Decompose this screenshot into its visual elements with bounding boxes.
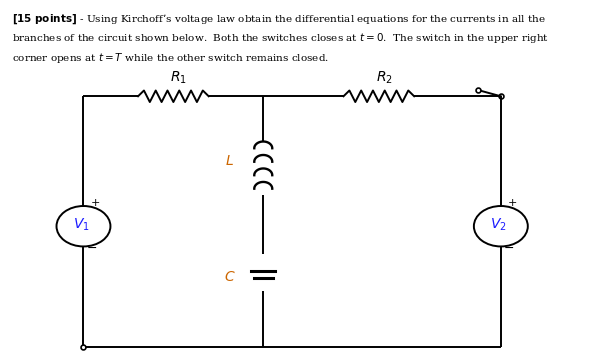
Text: $\mathbf{[15\ points]}$ - Using Kirchoff’s voltage law obtain the differential e: $\mathbf{[15\ points]}$ - Using Kirchoff… — [12, 12, 545, 26]
Text: branches of the circuit shown below.  Both the switches closes at $t = 0$.  The : branches of the circuit shown below. Bot… — [12, 31, 548, 45]
Text: $R_2$: $R_2$ — [376, 69, 392, 86]
Text: $L$: $L$ — [226, 154, 234, 168]
Text: $V_2$: $V_2$ — [490, 216, 507, 232]
Text: $R_1$: $R_1$ — [170, 69, 187, 86]
Text: $V_1$: $V_1$ — [73, 216, 89, 232]
Text: +: + — [90, 199, 99, 208]
Text: corner opens at $t = T$ while the other switch remains closed.: corner opens at $t = T$ while the other … — [12, 51, 329, 65]
Text: $-$: $-$ — [85, 241, 97, 254]
Text: +: + — [508, 199, 517, 208]
Text: $-$: $-$ — [503, 241, 514, 254]
Text: $C$: $C$ — [224, 270, 235, 284]
